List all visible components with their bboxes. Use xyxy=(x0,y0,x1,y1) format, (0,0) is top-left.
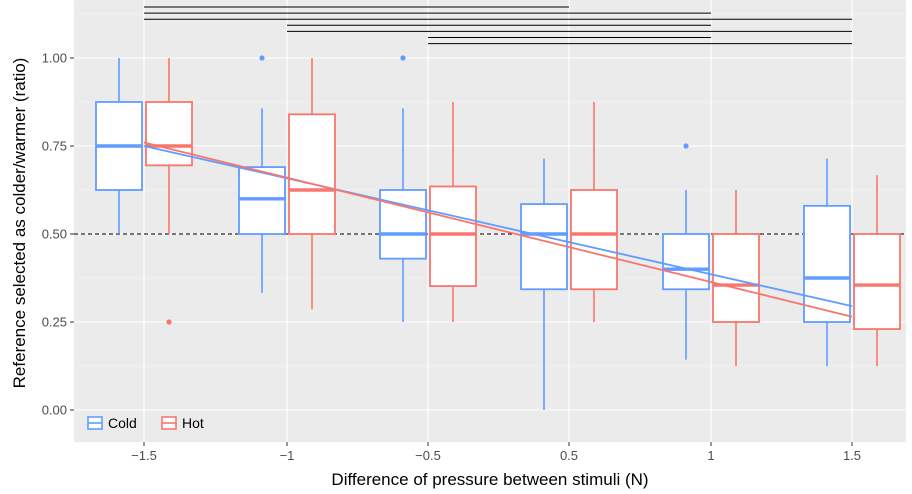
box-cold xyxy=(803,158,851,366)
box-series xyxy=(95,55,901,410)
legend-item-cold: Cold xyxy=(87,415,137,431)
box-iqr xyxy=(570,189,618,291)
x-axis-title: Difference of pressure between stimuli (… xyxy=(331,470,648,489)
box-hot xyxy=(853,175,901,366)
outlier-point xyxy=(259,55,265,61)
box-iqr xyxy=(288,113,336,235)
box-cold xyxy=(95,58,143,234)
significance-brackets xyxy=(144,6,852,45)
y-tick-label: 0.00 xyxy=(42,403,67,418)
box-hot xyxy=(570,102,618,322)
panel-background xyxy=(74,0,906,442)
legend-item-hot: Hot xyxy=(161,415,204,431)
box-hot xyxy=(429,102,477,322)
box-iqr xyxy=(803,204,851,323)
x-axis: −1.5 −1 −0.5 0.5 1 1.5 xyxy=(131,442,861,463)
box-cold xyxy=(379,55,427,322)
x-tick-label: 1 xyxy=(707,448,714,463)
outlier-point xyxy=(400,55,406,61)
major-gridlines xyxy=(74,0,906,442)
box-hot xyxy=(145,58,193,325)
box-iqr xyxy=(238,166,286,235)
y-tick-label: 1.00 xyxy=(42,51,67,66)
trend-lines xyxy=(143,141,853,318)
legend-label: Cold xyxy=(108,415,137,431)
y-axis-title: Reference selected as colder/warmer (rat… xyxy=(10,58,29,389)
trend-line-cold xyxy=(143,145,853,308)
legend-label: Hot xyxy=(182,415,204,431)
y-tick-label: 0.75 xyxy=(42,139,67,154)
y-axis: 0.00 0.25 0.50 0.75 1.00 xyxy=(42,51,74,418)
y-tick-label: 0.25 xyxy=(42,315,67,330)
legend: Cold Hot xyxy=(87,415,204,431)
outlier-point xyxy=(166,319,172,325)
box-iqr xyxy=(429,185,477,287)
series-cold xyxy=(95,55,851,410)
box-iqr xyxy=(520,203,568,291)
x-tick-label: 0.5 xyxy=(560,448,578,463)
x-tick-label: −1.5 xyxy=(131,448,157,463)
box-iqr xyxy=(853,233,901,330)
y-tick-label: 0.50 xyxy=(42,227,67,242)
x-tick-label: −1 xyxy=(280,448,295,463)
x-tick-label: 1.5 xyxy=(843,448,861,463)
box-iqr xyxy=(145,101,193,167)
trend-line-hot xyxy=(143,141,853,318)
outlier-point xyxy=(683,143,689,149)
x-tick-label: −0.5 xyxy=(415,448,441,463)
box-iqr xyxy=(379,189,427,260)
box-cold xyxy=(238,55,286,293)
minor-gridlines xyxy=(74,13,906,367)
box-iqr xyxy=(662,233,710,291)
box-hot xyxy=(288,58,336,310)
box-iqr xyxy=(712,233,760,323)
